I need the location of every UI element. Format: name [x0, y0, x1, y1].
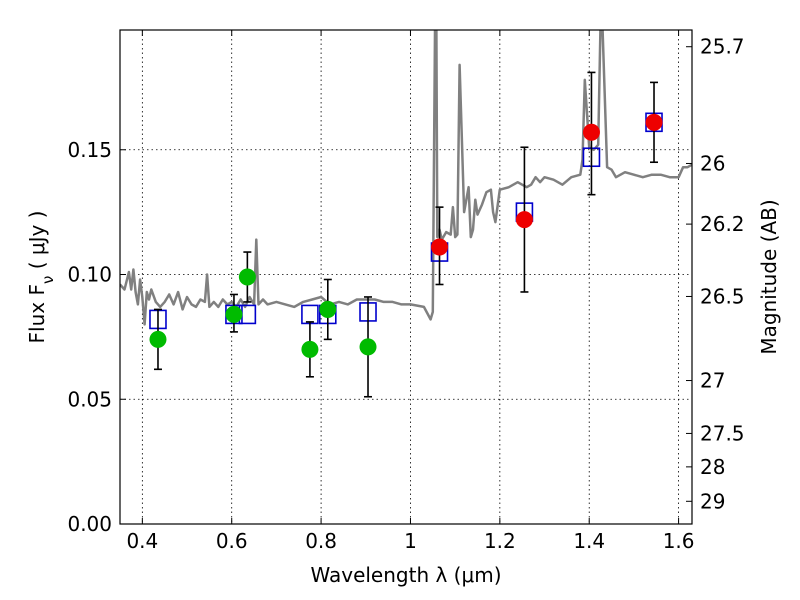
data-point: [515, 211, 533, 229]
x-tick-label: 1.6: [663, 529, 695, 553]
data-point: [149, 330, 167, 348]
right-tick-label: 29: [700, 489, 725, 513]
y-axis-label: Flux Fν ( μJy ): [25, 211, 57, 344]
points-layer: [149, 71, 663, 398]
y-tick-label: 0.00: [67, 512, 112, 536]
model-photometry-square: [301, 304, 319, 325]
x-axis-label: Wavelength λ (μm): [310, 563, 501, 587]
grid: [120, 30, 692, 524]
x-tick-label: 0.6: [216, 529, 248, 553]
y-tick-label: 0.10: [67, 263, 112, 287]
x-tick-label: 0.8: [305, 529, 337, 553]
data-point: [431, 238, 449, 256]
y-tick-label: 0.15: [67, 138, 112, 162]
ticks-layer: 0.4 0.6 0.8 1 1.2 1.4 1.6 0.00 0.05 0.10 0.15 25.7 2…: [67, 30, 745, 553]
right-tick-label: 26: [700, 151, 725, 175]
right-tick-label: 27.5: [700, 421, 745, 445]
y-tick-label: 0.05: [67, 387, 112, 411]
x-tick-label: 1.2: [484, 529, 516, 553]
right-tick-label: 26.2: [700, 212, 745, 236]
right-tick-label: 27: [700, 369, 725, 393]
right-tick-label: 28: [700, 455, 725, 479]
data-point: [225, 305, 243, 323]
model-spectrum-layer: [120, 30, 692, 326]
data-point: [301, 340, 319, 358]
data-point: [645, 113, 663, 131]
plot-frame: [119, 29, 693, 525]
x-tick-label: 1.4: [573, 529, 605, 553]
right-tick-label: 25.7: [700, 35, 745, 59]
right-axis-label: Magnitude (AB): [757, 199, 781, 354]
spectrum-line: [120, 30, 692, 326]
data-point: [319, 300, 337, 318]
data-point: [582, 123, 600, 141]
data-point: [238, 268, 256, 286]
x-tick-label: 1: [404, 529, 417, 553]
data-point: [359, 338, 377, 356]
x-tick-label: 0.4: [126, 529, 158, 553]
right-tick-label: 26.5: [700, 284, 745, 308]
